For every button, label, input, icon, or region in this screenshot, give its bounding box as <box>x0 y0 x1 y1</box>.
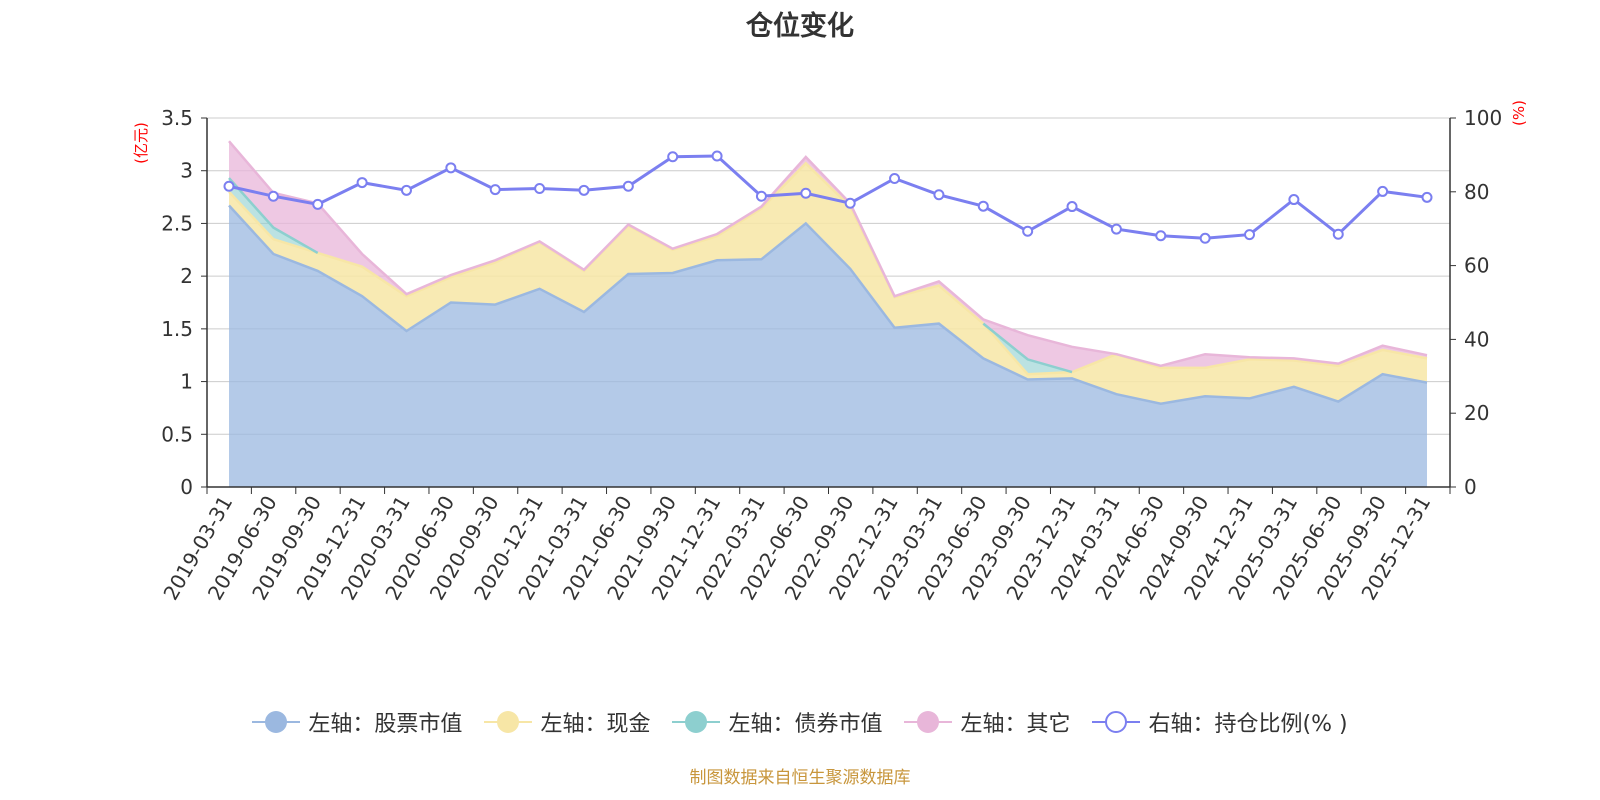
legend-item-bond[interactable]: 左轴：债券市值 <box>672 706 882 738</box>
legend-circle-icon <box>904 710 953 734</box>
left-tick-label: 2 <box>180 264 193 288</box>
ratio-point <box>622 180 634 192</box>
ratio-point <box>977 200 989 212</box>
ratio-point <box>400 184 412 196</box>
legend-hollow-circle-icon <box>1092 710 1141 734</box>
left-tick-label: 3 <box>180 159 193 183</box>
legend-item-other[interactable]: 左轴：其它 <box>904 706 1070 738</box>
right-tick-label: 40 <box>1464 327 1489 351</box>
ratio-point <box>755 190 767 202</box>
legend-label: 左轴：现金 <box>540 712 651 737</box>
ratio-point <box>933 189 945 201</box>
ratio-point <box>800 187 812 199</box>
ratio-point <box>667 151 679 163</box>
ratio-point <box>1199 232 1211 244</box>
source-note: 制图数据来自恒生聚源数据库 <box>689 768 911 788</box>
area-cash-edge <box>228 161 1428 376</box>
left-tick-label: 1.5 <box>161 317 193 341</box>
ratio-line-path <box>228 154 1428 240</box>
ratio-point <box>489 184 501 196</box>
ratio-point <box>889 173 901 185</box>
ratio-point <box>1244 229 1256 241</box>
left-tick-label: 0.5 <box>161 422 193 446</box>
area-stock <box>229 205 1427 487</box>
legend-circle-icon <box>484 710 533 734</box>
ratio-point <box>1110 223 1122 235</box>
legend-label: 左轴：债券市值 <box>728 712 883 737</box>
right-tick-label: 0 <box>1464 475 1477 499</box>
ratio-point <box>1332 228 1344 240</box>
legend-circle-icon <box>252 710 301 734</box>
right-tick-label: 80 <box>1464 180 1489 204</box>
legend-label: 右轴：持仓比例(% ) <box>1148 712 1348 737</box>
left-tick-label: 2.5 <box>161 211 193 235</box>
legend-item-stock[interactable]: 左轴：股票市值 <box>252 706 462 738</box>
area-stock-edge <box>228 204 1428 405</box>
ratio-point <box>267 190 279 202</box>
chart-title: 仓位变化 <box>746 11 854 42</box>
left-tick-label: 0 <box>180 475 193 499</box>
left-tick-label: 1 <box>180 370 193 394</box>
ratio-point <box>1155 230 1167 242</box>
right-axis-unit: (%) <box>1510 100 1528 126</box>
area-cash <box>229 163 1427 404</box>
legend-circle-icon <box>672 710 721 734</box>
ratio-point <box>356 177 368 189</box>
ratio-point <box>1022 225 1034 237</box>
area-other-edge <box>228 140 1428 368</box>
ratio-point <box>445 162 457 174</box>
stacked-areas <box>228 140 1428 487</box>
legend-item-cash[interactable]: 左轴：现金 <box>484 706 650 738</box>
left-axis-unit: (亿元) <box>132 122 150 164</box>
legend-label: 左轴：股票市值 <box>308 712 463 737</box>
right-tick-label: 100 <box>1464 106 1502 130</box>
ratio-point <box>1288 194 1300 206</box>
ratio-point <box>844 197 856 209</box>
legend-label: 左轴：其它 <box>960 712 1071 737</box>
left-tick-label: 3.5 <box>161 106 193 130</box>
right-tick-label: 60 <box>1464 254 1489 278</box>
ratio-point <box>711 150 723 162</box>
ratio-point <box>534 182 546 194</box>
right-tick-label: 20 <box>1464 401 1489 425</box>
legend-item-ratio[interactable]: 右轴：持仓比例(% ) <box>1092 706 1348 738</box>
ratio-point <box>223 180 235 192</box>
ratio-point <box>312 198 324 210</box>
ratio-point <box>578 184 590 196</box>
ratio-point <box>1066 201 1078 213</box>
ratio-point <box>1421 191 1433 203</box>
ratio-point <box>1377 185 1389 197</box>
legend: 左轴：股票市值 左轴：现金 左轴：债券市值 左轴：其它 右轴：持仓比例(% ) <box>0 706 1600 738</box>
ratio-line <box>223 150 1433 244</box>
